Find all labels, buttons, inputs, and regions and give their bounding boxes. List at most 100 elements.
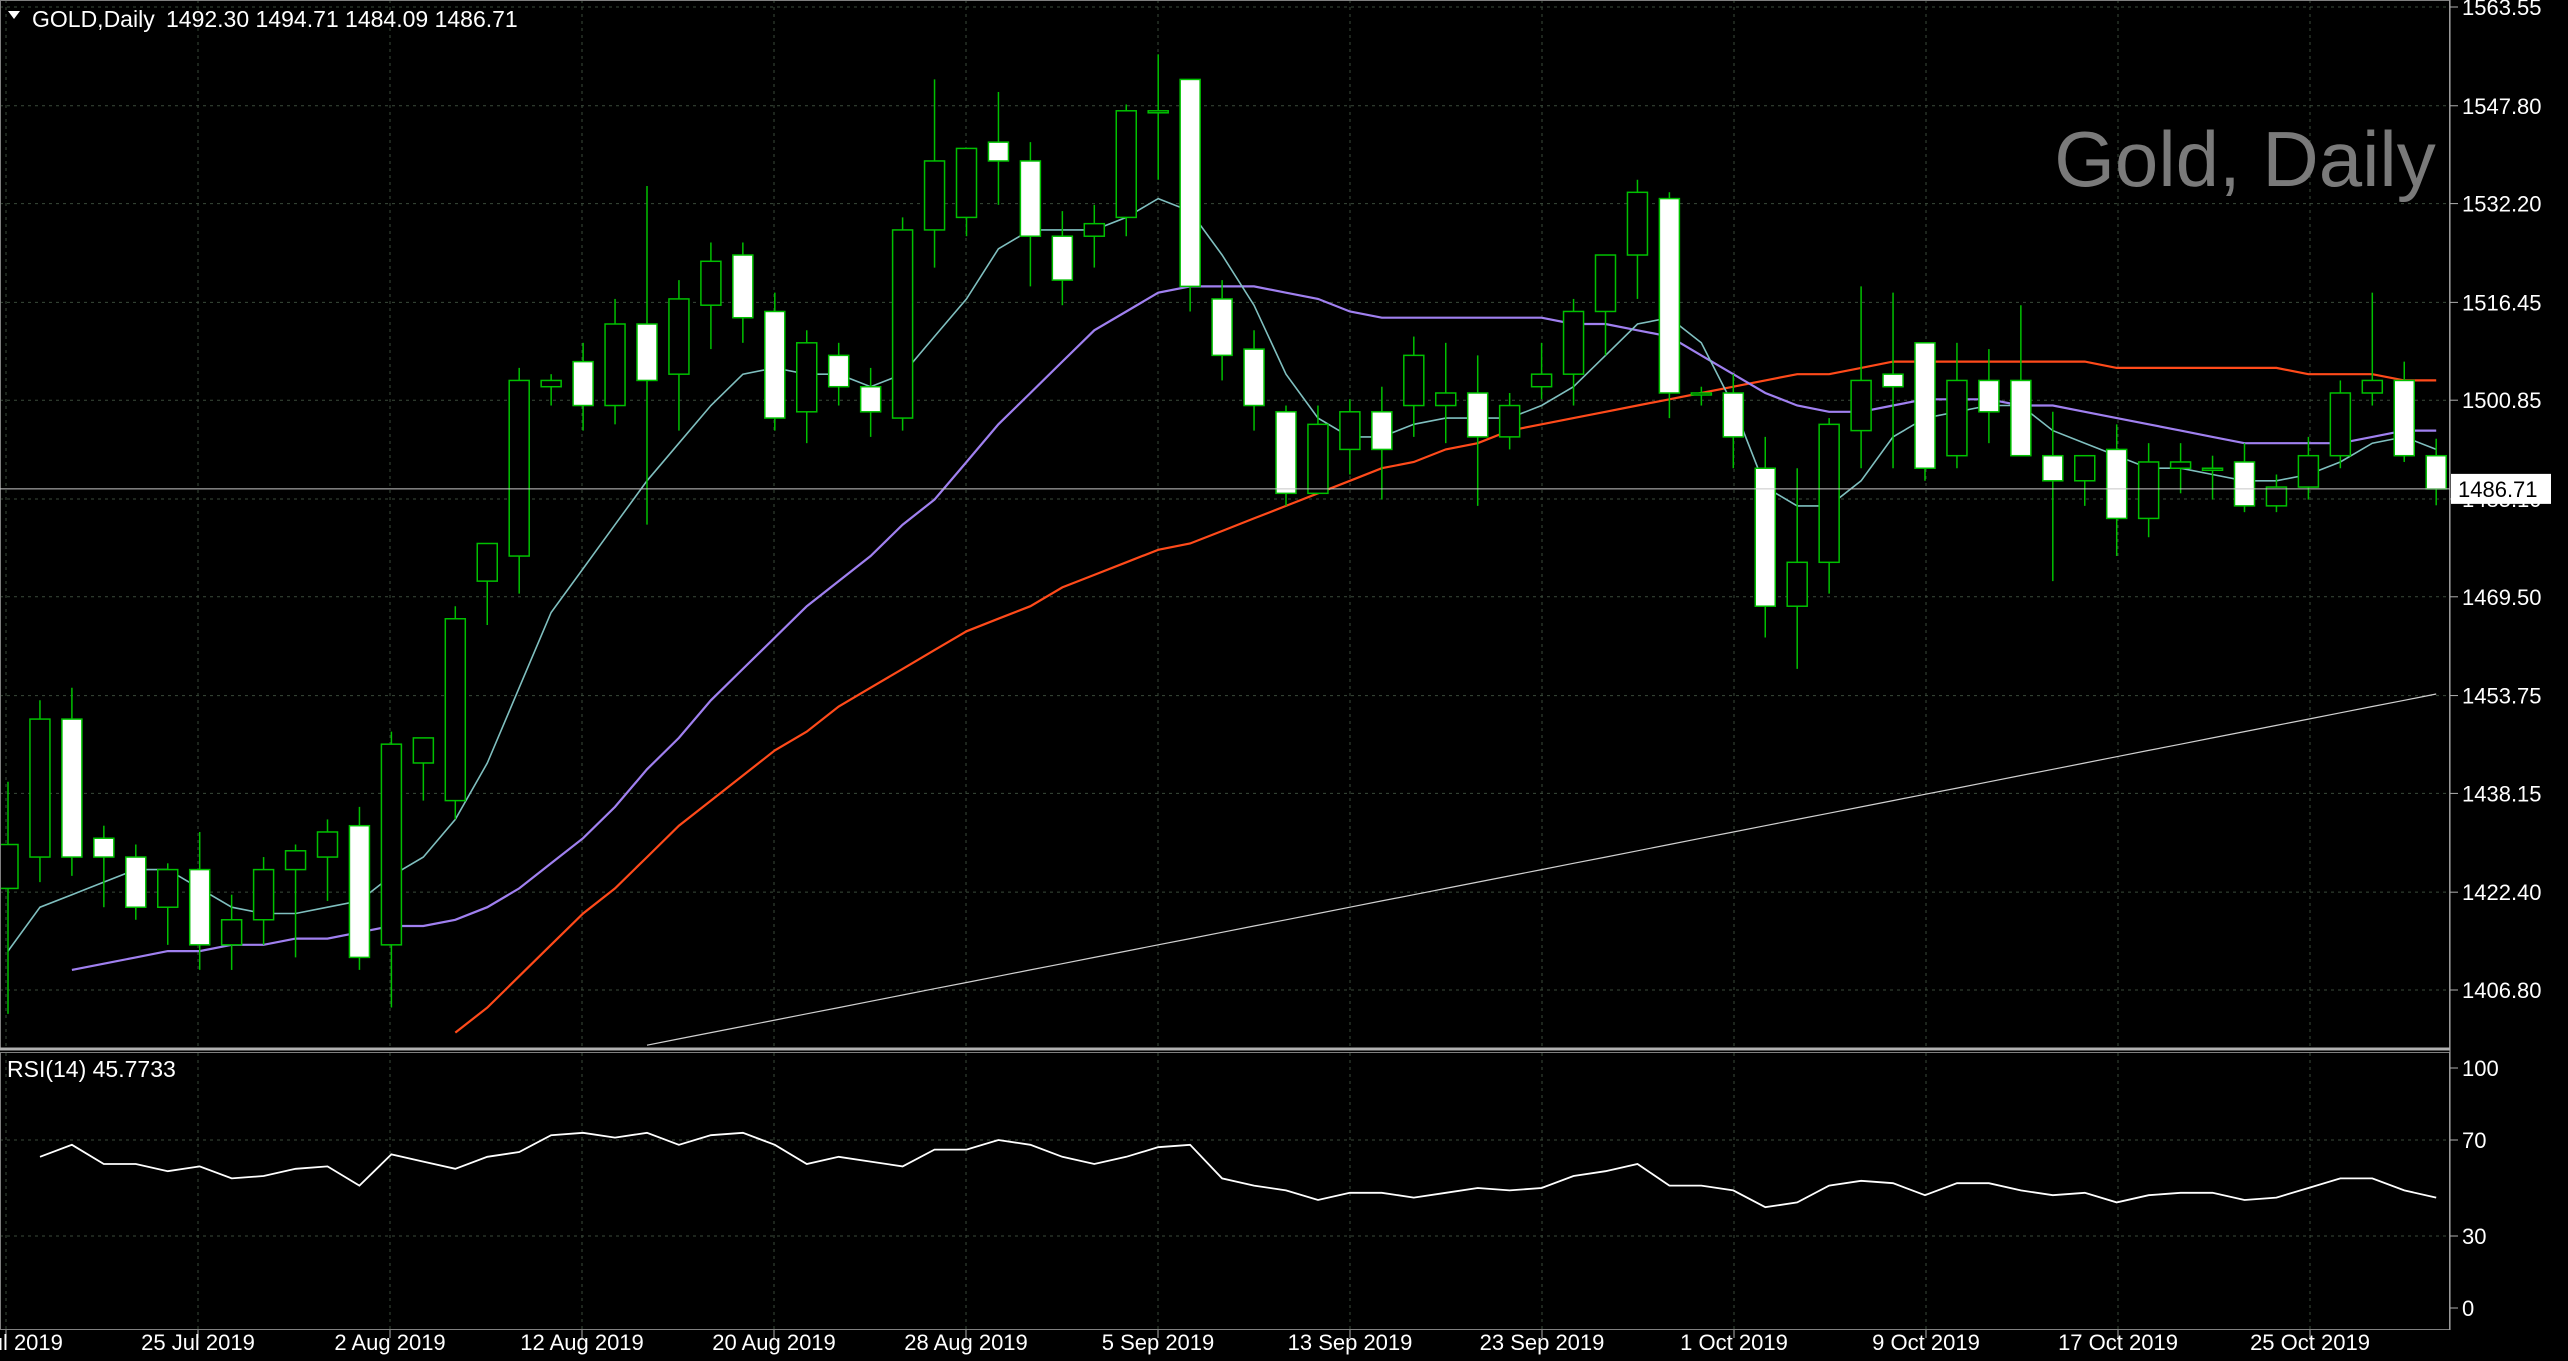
- candle: [1882, 292, 1904, 469]
- candle: [732, 242, 754, 343]
- candle: [380, 731, 403, 1008]
- candle-body: [1722, 392, 1745, 438]
- time-tick-label: 25 Oct 2019: [2250, 1330, 2370, 1355]
- collapse-triangle-icon[interactable]: [8, 11, 20, 19]
- candle-body: [2137, 461, 2160, 520]
- candle-body: [1243, 348, 1265, 407]
- time-tick-label: 20 Aug 2019: [712, 1330, 836, 1355]
- candle: [955, 147, 978, 237]
- candle-body: [1498, 404, 1521, 438]
- price-tick-label: 1469.50: [2462, 585, 2542, 610]
- time-tick-label: 5 Sep 2019: [1102, 1330, 1215, 1355]
- candle: [1083, 204, 1106, 268]
- candle: [1051, 211, 1074, 306]
- time-tick-label: 2 Aug 2019: [334, 1330, 445, 1355]
- candle: [1786, 468, 1808, 669]
- candle-body: [412, 737, 435, 764]
- candle-body: [1594, 254, 1617, 313]
- candle: [572, 342, 594, 431]
- rsi-tick-label: 30: [2462, 1224, 2486, 1249]
- candle-body: [636, 323, 658, 382]
- candle: [1403, 336, 1425, 437]
- candle: [923, 79, 946, 268]
- price-tick-label: 1532.20: [2462, 192, 2542, 217]
- candle-body: [1083, 222, 1106, 237]
- candle-body: [188, 868, 211, 946]
- symbol-label: GOLD,Daily: [32, 6, 155, 32]
- candle-body: [2074, 454, 2096, 482]
- candle: [125, 844, 147, 920]
- candle-body: [1275, 411, 1297, 495]
- candle: [1850, 286, 1872, 469]
- candle: [2297, 436, 2320, 500]
- candle: [1754, 436, 1776, 638]
- candle-body: [796, 342, 818, 413]
- candle-body: [732, 254, 754, 319]
- candle: [1690, 386, 1713, 406]
- candle: [252, 857, 275, 945]
- candle-body: [1019, 160, 1042, 237]
- candle: [2201, 455, 2224, 500]
- candle-body: [1946, 379, 1968, 457]
- time-tick-label: 28 Aug 2019: [904, 1330, 1028, 1355]
- candle-body: [955, 147, 978, 219]
- candle: [636, 186, 658, 525]
- rsi-panel-frame: [0, 1052, 2450, 1330]
- candle: [1179, 78, 1201, 312]
- candle: [891, 217, 914, 431]
- candle: [1307, 405, 1329, 495]
- rsi-tick-label: 70: [2462, 1128, 2486, 1153]
- candle: [284, 844, 307, 958]
- candle: [2042, 411, 2064, 582]
- candle-body: [93, 837, 115, 858]
- time-tick-label: 1 Oct 2019: [1680, 1330, 1788, 1355]
- candle: [29, 700, 51, 883]
- candle: [1147, 54, 1169, 180]
- candle: [2233, 443, 2256, 513]
- candle: [2425, 438, 2447, 506]
- candle-body: [2393, 379, 2415, 457]
- ma-slow-line: [454, 360, 2437, 1034]
- candle-body: [1307, 423, 1329, 495]
- ma-mid-line: [71, 285, 2437, 971]
- candle: [1243, 330, 1265, 431]
- candle: [2010, 305, 2032, 457]
- rsi-panel: [39, 1131, 2437, 1209]
- candle: [316, 819, 339, 901]
- candle-body: [2425, 454, 2447, 490]
- candle-body: [987, 141, 1010, 162]
- candle-body: [2297, 454, 2320, 488]
- candle-body: [827, 354, 850, 388]
- candle-body: [476, 542, 498, 582]
- price-tick-label: 1516.45: [2462, 290, 2542, 315]
- candle-body: [380, 743, 403, 946]
- candle: [476, 542, 498, 626]
- time-tick-label: 9 Oct 2019: [1872, 1330, 1980, 1355]
- price-tick-label: 1438.15: [2462, 781, 2542, 806]
- candle: [1371, 386, 1393, 500]
- candle-body: [1786, 561, 1808, 607]
- candle: [348, 806, 371, 970]
- candle-body: [1115, 110, 1137, 219]
- candle-body: [2233, 461, 2256, 507]
- candle: [700, 242, 722, 350]
- time-tick-label: 12 Aug 2019: [520, 1330, 644, 1355]
- candle-body: [508, 379, 530, 557]
- candle: [1115, 104, 1137, 237]
- current-price-marker: 1486.71: [0, 473, 2551, 504]
- grid: [0, 0, 2450, 1330]
- candle-body: [859, 385, 882, 413]
- candle-body: [252, 868, 275, 921]
- candle: [1339, 399, 1361, 475]
- candle: [2137, 443, 2160, 538]
- candle-body: [891, 229, 914, 419]
- current-price-label: 1486.71: [2458, 477, 2538, 502]
- candle: [2074, 454, 2096, 506]
- candle-body: [923, 160, 946, 231]
- candle-body: [540, 379, 562, 388]
- candle-body: [1530, 373, 1553, 388]
- candle: [1626, 179, 1649, 299]
- time-tick-label: 17 Oct 2019: [2058, 1330, 2178, 1355]
- candle-body: [2105, 448, 2128, 520]
